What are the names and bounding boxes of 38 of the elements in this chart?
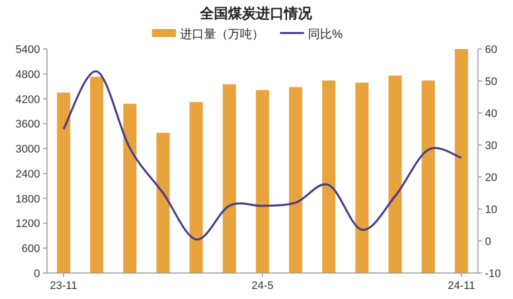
bar (256, 90, 270, 273)
y2-tick-label: 40 (485, 108, 498, 120)
y2-tick-label: 10 (485, 204, 498, 216)
y-tick-label: 3000 (16, 144, 40, 156)
bar (422, 80, 435, 273)
y-tick-label: 2400 (16, 168, 40, 180)
y-tick-label: 1200 (16, 218, 40, 230)
y-tick-label: 4800 (16, 68, 40, 81)
y2-tick-label: 20 (485, 172, 498, 184)
bar (289, 87, 302, 273)
y2-tick-label: 30 (485, 140, 498, 152)
line-series (62, 70, 462, 240)
y-tick-label: 0 (34, 268, 40, 280)
bar (90, 76, 104, 273)
bar (222, 84, 236, 273)
legend-label: 进口量（万吨） (180, 27, 264, 41)
bar (56, 92, 70, 273)
bar (322, 80, 336, 273)
bar (454, 49, 468, 273)
legend-label: 同比% (308, 27, 343, 41)
chart-title: 全国煤炭进口情况 (199, 5, 313, 21)
bar (123, 104, 137, 273)
y-tick-label: 5400 (16, 44, 40, 56)
x-tick-label: 24-11 (448, 280, 476, 292)
y2-tick-label: 0 (485, 236, 492, 248)
y-tick-label: 1800 (16, 193, 40, 206)
bar (388, 76, 402, 273)
y-tick-label: 3600 (16, 118, 40, 131)
y2-tick-label: -10 (485, 268, 501, 280)
y2-tick-label: 60 (485, 44, 498, 56)
bar (355, 82, 369, 273)
y2-tick-label: 50 (485, 76, 498, 88)
x-tick-label: 23-11 (50, 280, 78, 292)
y-tick-label: 600 (22, 243, 40, 256)
x-tick-label: 24-5 (251, 280, 274, 292)
y-tick-label: 4200 (16, 94, 40, 106)
bar (156, 132, 170, 273)
bar (190, 102, 203, 273)
